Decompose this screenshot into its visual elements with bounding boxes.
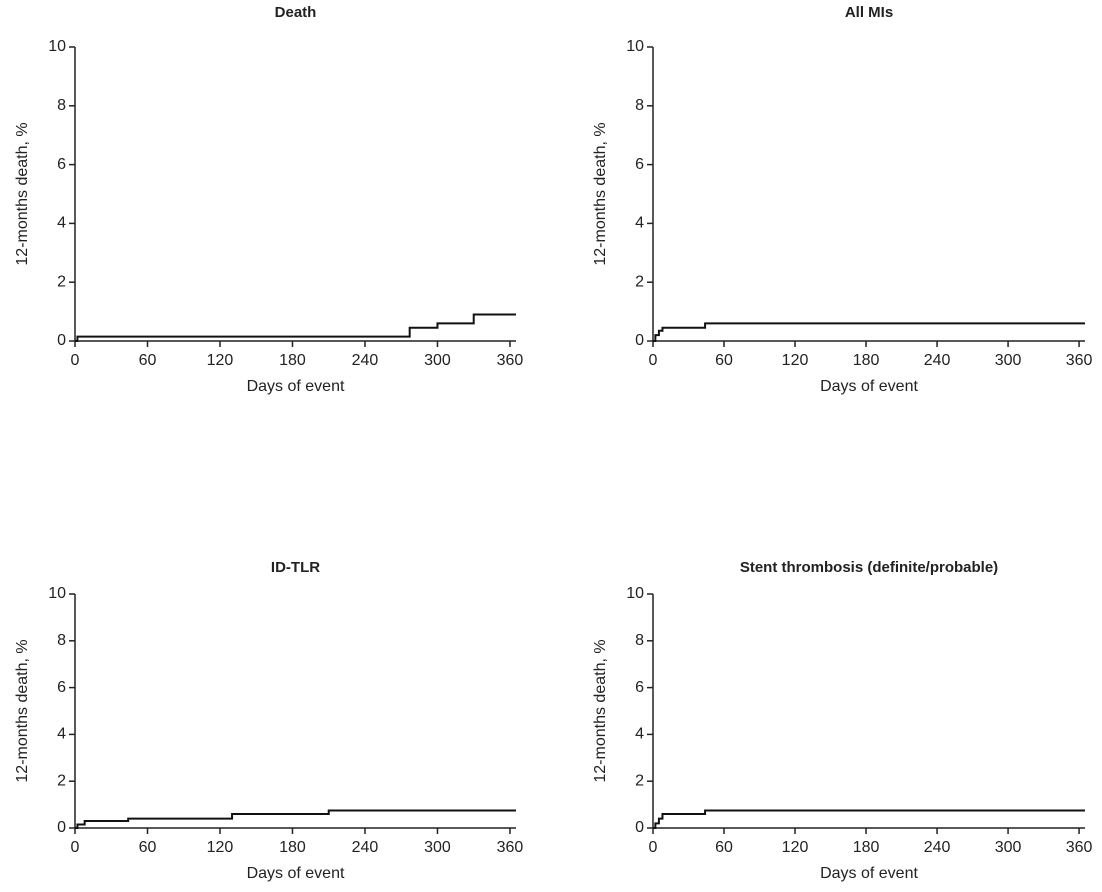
x-tick-label: 300 — [424, 839, 451, 856]
x-axis-label: Days of event — [820, 865, 918, 882]
x-axis-label: Days of event — [247, 865, 345, 882]
chart-title: Stent thrombosis (definite/probable) — [740, 559, 998, 576]
x-tick-label: 180 — [853, 839, 880, 856]
x-tick-label: 180 — [279, 352, 306, 369]
x-tick-label: 240 — [924, 352, 951, 369]
x-tick-label: 60 — [715, 839, 733, 856]
y-tick-label: 10 — [626, 585, 644, 602]
y-tick-label: 6 — [57, 156, 66, 173]
y-tick-label: 6 — [635, 156, 644, 173]
y-axis-label: 12-months death, % — [14, 639, 31, 782]
x-tick-label: 240 — [352, 839, 379, 856]
y-tick-label: 6 — [635, 679, 644, 696]
y-tick-label: 4 — [635, 215, 644, 232]
y-tick-label: 0 — [57, 332, 66, 349]
y-tick-label: 10 — [48, 38, 66, 55]
step-line — [653, 809, 1085, 829]
y-tick-label: 8 — [57, 97, 66, 114]
y-axis-label: 12-months death, % — [592, 639, 609, 782]
y-tick-label: 2 — [635, 772, 644, 789]
x-axis-label: Days of event — [247, 378, 345, 395]
x-tick-label: 120 — [782, 352, 809, 369]
y-tick-label: 2 — [635, 273, 644, 290]
x-tick-label: 120 — [782, 839, 809, 856]
x-tick-label: 0 — [649, 352, 658, 369]
y-tick-label: 10 — [626, 38, 644, 55]
x-tick-label: 60 — [715, 352, 733, 369]
x-tick-label: 120 — [207, 352, 234, 369]
x-tick-label: 360 — [1066, 839, 1093, 856]
x-axis-label: Days of event — [820, 378, 918, 395]
step-line — [653, 322, 1085, 342]
x-tick-label: 60 — [139, 839, 157, 856]
x-tick-label: 360 — [497, 352, 524, 369]
x-tick-label: 240 — [352, 352, 379, 369]
x-tick-label: 360 — [1066, 352, 1093, 369]
x-tick-label: 180 — [853, 352, 880, 369]
y-axis-label: 12-months death, % — [14, 122, 31, 265]
y-tick-label: 2 — [57, 273, 66, 290]
x-tick-label: 300 — [995, 839, 1022, 856]
x-tick-label: 180 — [279, 839, 306, 856]
x-tick-label: 300 — [995, 352, 1022, 369]
y-tick-label: 2 — [57, 772, 66, 789]
step-line — [75, 809, 516, 829]
y-tick-label: 0 — [635, 332, 644, 349]
chart-title: Death — [275, 4, 317, 21]
x-tick-label: 360 — [497, 839, 524, 856]
x-tick-label: 60 — [139, 352, 157, 369]
y-tick-label: 0 — [635, 819, 644, 836]
x-tick-label: 0 — [71, 352, 80, 369]
chart-title: All MIs — [845, 4, 893, 21]
y-axis-label: 12-months death, % — [592, 122, 609, 265]
y-tick-label: 6 — [57, 679, 66, 696]
y-tick-label: 4 — [635, 726, 644, 743]
chart-title: ID-TLR — [271, 559, 320, 576]
y-tick-label: 4 — [57, 215, 66, 232]
x-tick-label: 0 — [71, 839, 80, 856]
x-tick-label: 0 — [649, 839, 658, 856]
x-tick-label: 240 — [924, 839, 951, 856]
y-tick-label: 8 — [57, 632, 66, 649]
step-line — [75, 313, 516, 342]
y-tick-label: 0 — [57, 819, 66, 836]
y-tick-label: 8 — [635, 97, 644, 114]
y-tick-label: 4 — [57, 726, 66, 743]
x-tick-label: 120 — [207, 839, 234, 856]
y-tick-label: 8 — [635, 632, 644, 649]
y-tick-label: 10 — [48, 585, 66, 602]
x-tick-label: 300 — [424, 352, 451, 369]
